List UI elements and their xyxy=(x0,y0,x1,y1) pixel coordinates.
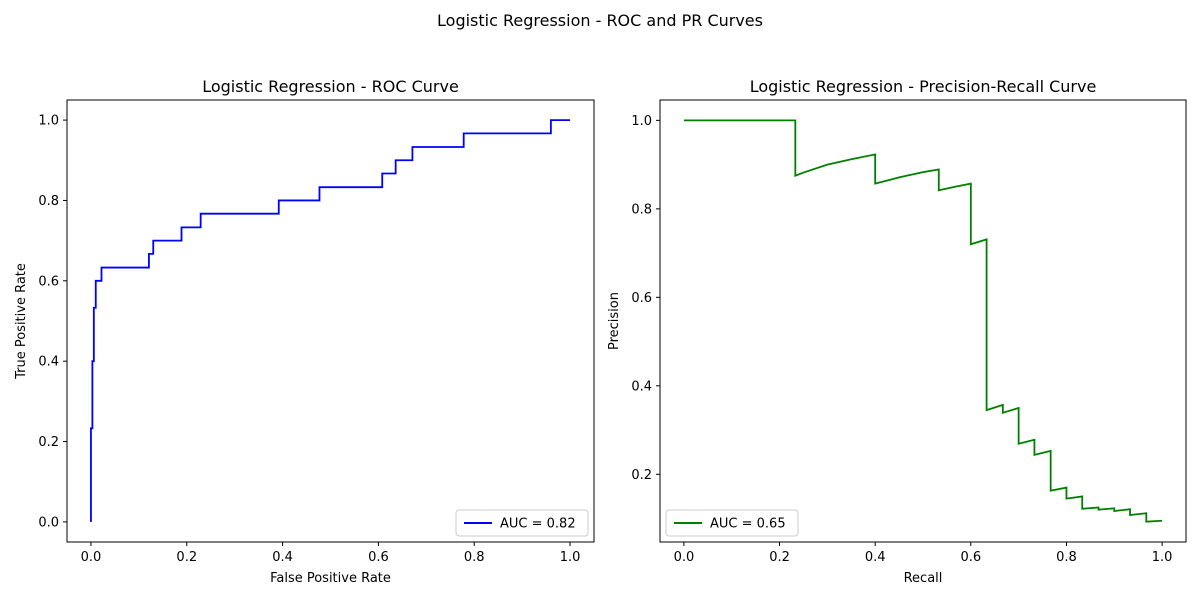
chart-0-x-axis-label: False Positive Rate xyxy=(270,571,391,586)
chart-0-x-tick-label: 0.4 xyxy=(272,550,293,565)
chart-1-y-tick-label: 0.2 xyxy=(631,468,652,483)
chart-1-legend: AUC = 0.65 xyxy=(665,509,799,537)
chart-1-series-line-0 xyxy=(683,119,1163,523)
chart-0-y-tick-label: 0.4 xyxy=(38,355,59,370)
chart-1-axes-frame xyxy=(659,99,1187,543)
chart-1-x-tick-label: 0.0 xyxy=(674,550,695,565)
chart-0-x-tick-label: 0.0 xyxy=(81,550,102,565)
chart-1-x-tick-label: 0.4 xyxy=(865,550,886,565)
chart-0-y-tick-label: 0.6 xyxy=(38,274,59,289)
chart-1-y-tick-label: 0.6 xyxy=(631,291,652,306)
chart-0-legend-box xyxy=(455,509,589,537)
chart-0-x-tick-label: 0.2 xyxy=(176,550,197,565)
chart-0-axes-frame xyxy=(66,99,595,543)
chart-0-legend-label: AUC = 0.82 xyxy=(500,517,576,532)
chart-0-y-tick-label: 0.2 xyxy=(38,435,59,450)
chart-1-legend-label: AUC = 0.65 xyxy=(710,517,786,532)
chart-0-y-axis-label: True Positive Rate xyxy=(14,263,29,380)
chart-0-legend: AUC = 0.82 xyxy=(455,509,589,537)
chart-1-y-tick-label: 0.4 xyxy=(631,379,652,394)
chart-0-series-line-0 xyxy=(90,119,571,522)
roc-chart: 0.0 0.2 0.4 0.6 0.8 1.0 0.0 0.2 0.4 0.6 0.8 1.0 Logi… xyxy=(14,77,595,586)
chart-1-x-tick-label: 1.0 xyxy=(1152,550,1173,565)
chart-1-title: Logistic Regression - Precision-Recall C… xyxy=(750,77,1097,96)
chart-1-x-tick-label: 0.6 xyxy=(960,550,981,565)
chart-1-y-axis-label: Precision xyxy=(607,292,622,350)
chart-1-x-tick-label: 0.8 xyxy=(1056,550,1077,565)
chart-0-x-tick-label: 0.8 xyxy=(464,550,485,565)
chart-0-x-tick-label: 1.0 xyxy=(560,550,581,565)
chart-1-x-axis-label: Recall xyxy=(904,571,943,586)
precision-recall-chart: 0.0 0.2 0.4 0.6 0.8 1.0 0.2 0.4 0.6 0.8 1.0 Logisti… xyxy=(607,77,1187,586)
chart-0-y-tick-label: 0.0 xyxy=(38,515,59,530)
figure-suptitle: Logistic Regression - ROC and PR Curves xyxy=(437,11,763,30)
chart-1-y-tick-label: 0.8 xyxy=(631,202,652,217)
chart-1-x-tick-label: 0.2 xyxy=(769,550,790,565)
chart-0-x-tick-label: 0.6 xyxy=(368,550,389,565)
chart-0-y-tick-label: 1.0 xyxy=(38,114,59,129)
chart-1-legend-box xyxy=(665,509,799,537)
chart-1-y-tick-label: 1.0 xyxy=(631,114,652,129)
chart-0-y-tick-label: 0.8 xyxy=(38,194,59,209)
chart-0-title: Logistic Regression - ROC Curve xyxy=(202,77,459,96)
